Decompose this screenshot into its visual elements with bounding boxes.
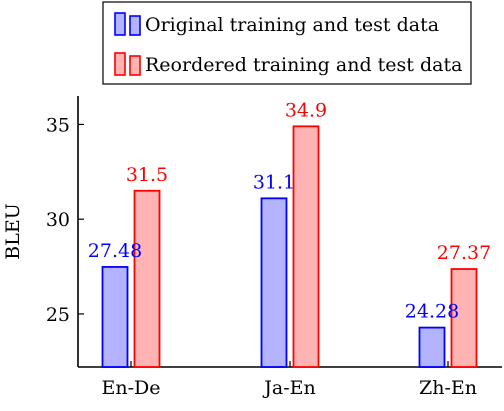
legend-swatch (129, 15, 141, 36)
bar (133, 189, 161, 368)
legend-entry-label: Original training and test data (145, 14, 439, 36)
y-axis-title: BLEU (2, 203, 24, 259)
legend-swatch (114, 52, 126, 76)
legend: Original training and test data Reordered… (102, 1, 472, 85)
x-tick-label: Zh-En (419, 377, 477, 399)
bar-value-label: 27.37 (437, 242, 491, 264)
data-labels: 27.48 31.1 24.28 31.5 34.9 27.37 (88, 99, 491, 322)
legend-entry-label: Reordered training and test data (145, 54, 462, 76)
bar (450, 268, 478, 368)
bar-value-label: 31.5 (126, 164, 168, 186)
bar (260, 197, 288, 368)
legend-box (102, 1, 472, 85)
x-tick-label: En-De (101, 377, 160, 399)
y-tick-label: 30 (46, 209, 70, 231)
bar (292, 125, 320, 368)
bar (101, 266, 129, 368)
bars (101, 125, 478, 368)
legend-swatch (114, 12, 126, 36)
y-tick-label: 25 (46, 304, 70, 326)
y-tick-label: 35 (46, 114, 70, 136)
bar-value-label: 31.1 (253, 171, 295, 193)
bar-value-label: 24.28 (405, 301, 459, 323)
bar (418, 326, 446, 368)
legend-swatch (129, 55, 141, 76)
bar-value-label: 27.48 (88, 240, 142, 262)
x-tick-label: Ja-En (262, 377, 315, 399)
bar-value-label: 34.9 (285, 99, 327, 121)
